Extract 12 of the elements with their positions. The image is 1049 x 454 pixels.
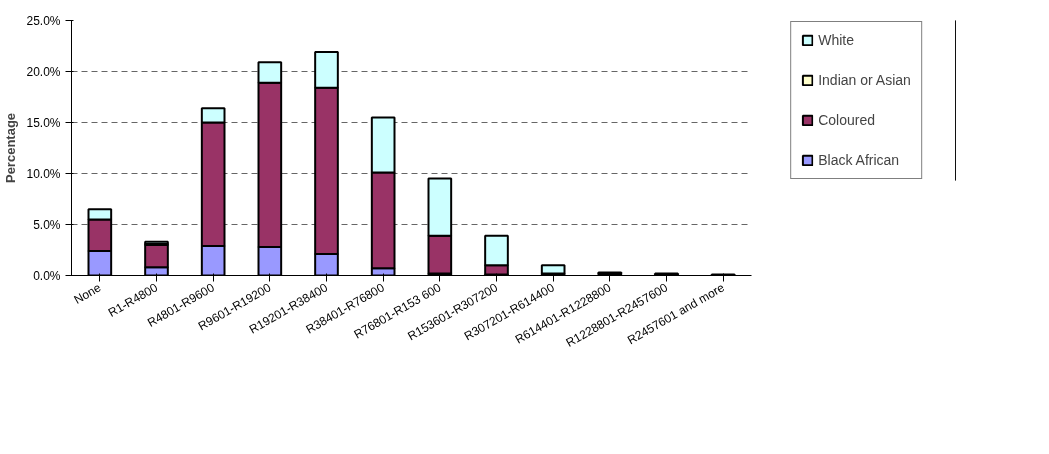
y-tick-label: 25.0% <box>26 13 61 28</box>
y-axis-title: Percentage <box>3 112 19 184</box>
y-tick-label: 20.0% <box>26 64 61 79</box>
x-tick-label: None <box>71 280 104 307</box>
y-tick-label: 15.0% <box>26 115 61 130</box>
y-tick-label: 10.0% <box>26 166 61 181</box>
y-tick-label: 5.0% <box>33 217 61 232</box>
y-tick-label: 0.0% <box>33 268 61 283</box>
legend-label: White <box>818 32 854 48</box>
legend-label: Coloured <box>818 112 876 128</box>
legend-label: Black African <box>818 152 900 168</box>
legend-label: Indian or Asian <box>818 72 911 88</box>
